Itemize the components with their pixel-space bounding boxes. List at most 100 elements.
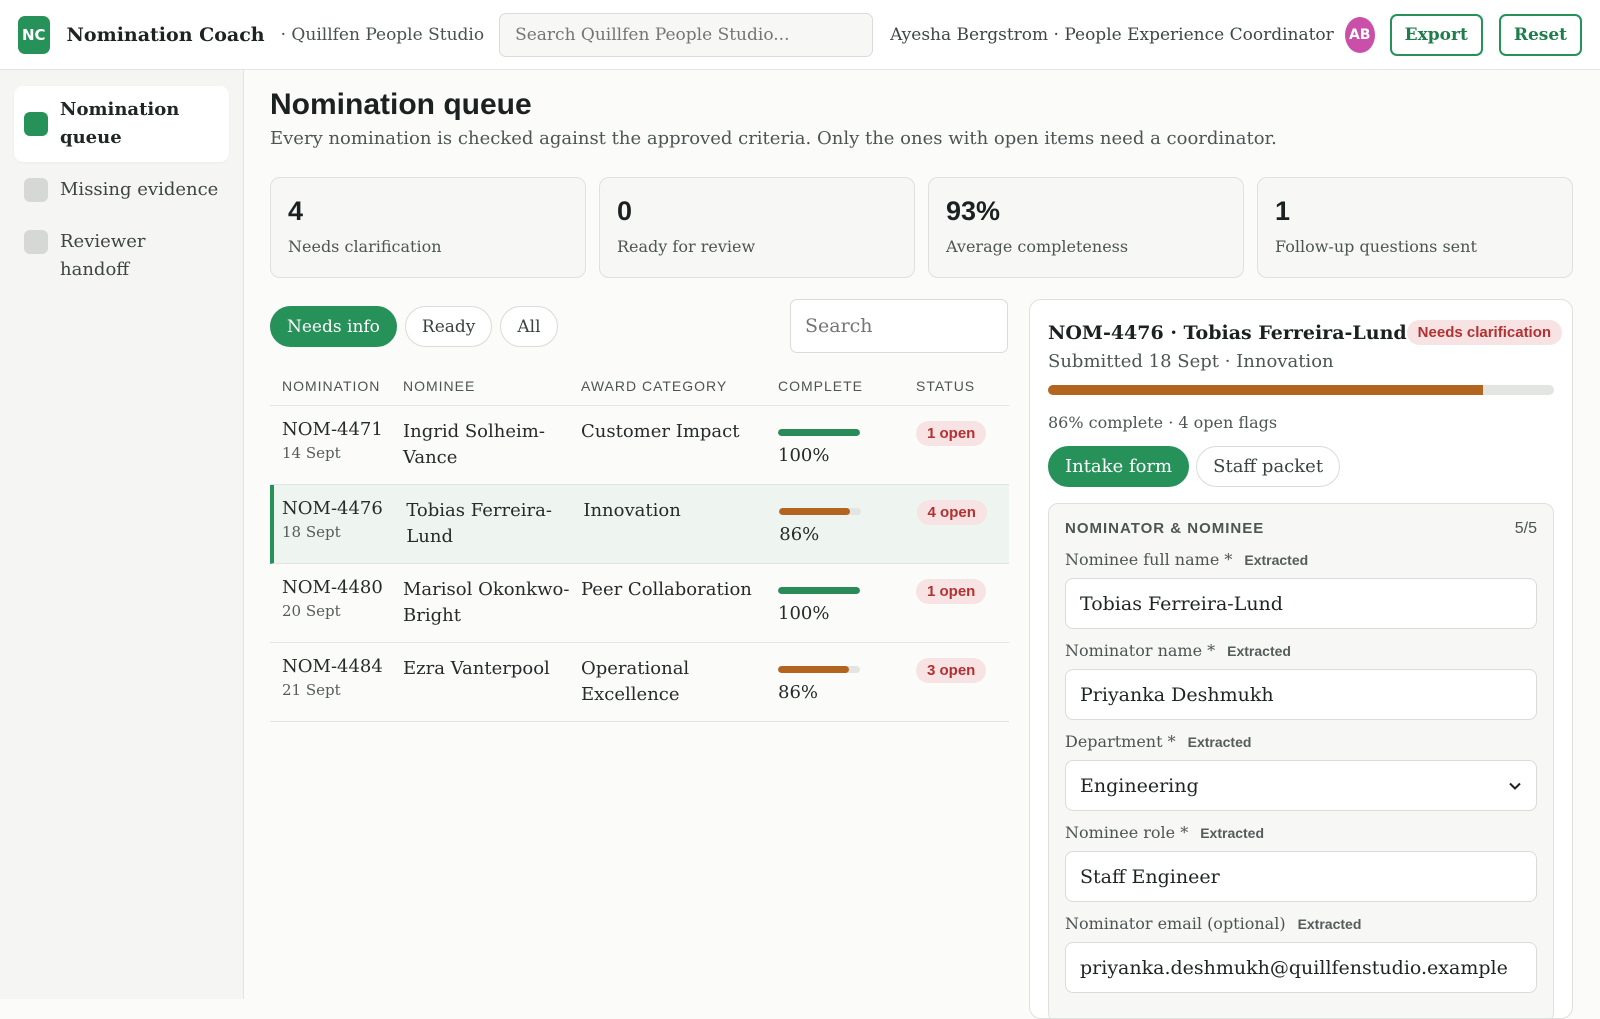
field-nominee-role: Nominee role * Extracted Staff Engineer: [1065, 823, 1537, 902]
stat-value: 1: [1275, 196, 1291, 226]
sidebar-item-label: Missing evidence: [60, 179, 219, 200]
completeness-percent: 86%: [778, 682, 819, 703]
detail-progress-bar: [1048, 385, 1554, 395]
top-bar: NC Nomination Coach · Quillfen People St…: [0, 0, 1600, 70]
nominator-email-input[interactable]: priyanka.deshmukh@quillfenstudio.example: [1065, 942, 1537, 993]
nominee-role-input[interactable]: Staff Engineer: [1065, 851, 1537, 902]
field-nominee-name: Nominee full name * Extracted Tobias Ferr…: [1065, 550, 1537, 629]
detail-progress-fill: [1048, 385, 1484, 395]
nav-dot-icon: [24, 112, 48, 136]
column-header-nominee[interactable]: Nominee: [403, 377, 476, 394]
completeness-bar: [778, 666, 860, 673]
completeness-percent: 100%: [778, 603, 830, 624]
status-badge: 1 open: [916, 421, 987, 446]
user-info: Ayesha Bergstrom · People Experience Coo…: [890, 24, 1334, 45]
completeness-fill: [778, 587, 860, 594]
nav-dot-icon: [24, 230, 48, 254]
table-row[interactable]: NOM-4476 18 Sept Tobias Ferreira-Lund Inn…: [270, 485, 1009, 564]
stat-card: 4 Needs clarification: [270, 177, 586, 278]
export-button[interactable]: Export: [1389, 13, 1483, 56]
filter-ready[interactable]: Ready: [404, 306, 493, 347]
award-category: Innovation: [583, 500, 681, 521]
field-department: Department * Extracted Engineering: [1065, 732, 1537, 811]
status-badge: 1 open: [916, 579, 987, 604]
stat-label: Average completeness: [946, 237, 1129, 256]
table-row[interactable]: NOM-4480 20 Sept Marisol Okonkwo-Bright P…: [270, 564, 1009, 643]
completeness-bar: [778, 429, 860, 436]
org-name: · Quillfen People Studio: [280, 24, 485, 45]
column-header-complete[interactable]: Complete: [778, 377, 864, 394]
tab-intake-form[interactable]: Intake form: [1048, 446, 1190, 487]
app-logo[interactable]: NC: [18, 15, 50, 54]
nominee-name-input[interactable]: Tobias Ferreira-Lund: [1065, 578, 1537, 629]
completeness-bar: [779, 508, 862, 515]
sidebar-item-missing-evidence[interactable]: Missing evidence: [14, 166, 229, 214]
field-label: Nominator email (optional): [1065, 914, 1286, 933]
field-label: Nominee role *: [1065, 823, 1189, 842]
nominations-table: Nomination Nominee Award category Comple…: [270, 366, 1009, 722]
table-row[interactable]: NOM-4471 14 Sept Ingrid Solheim-Vance Cus…: [270, 406, 1009, 485]
status-badge: 3 open: [916, 658, 987, 683]
extracted-tag: Extracted: [1187, 734, 1252, 750]
filter-needs-info[interactable]: Needs info: [270, 306, 397, 347]
nominator-nominee-section: Nominator & nominee 5/5 Nominee full nam…: [1048, 503, 1554, 1018]
page-title: Nomination queue: [270, 88, 532, 121]
stat-card: 1 Follow-up questions sent: [1257, 177, 1573, 278]
award-category: Peer Collaboration: [581, 579, 752, 600]
nomination-date: 18 Sept: [282, 523, 341, 541]
field-label: Department *: [1065, 732, 1176, 751]
table-row[interactable]: NOM-4484 21 Sept Ezra Vanterpool Operatio…: [270, 643, 1009, 722]
table-header: Nomination Nominee Award category Comple…: [270, 366, 1009, 406]
column-header-nomination[interactable]: Nomination: [282, 377, 381, 394]
nomination-id: NOM-4476: [282, 498, 383, 519]
field-label: Nominee full name *: [1065, 550, 1233, 569]
nomination-id: NOM-4471: [282, 419, 383, 440]
sidebar-item-nomination-queue[interactable]: Nomination queue: [14, 86, 229, 162]
list-search[interactable]: [790, 299, 1008, 353]
nominator-name-input[interactable]: Priyanka Deshmukh: [1065, 669, 1537, 720]
stat-value: 93%: [946, 196, 1001, 226]
filter-pills: Needs info Ready All: [270, 306, 558, 347]
stat-label: Ready for review: [617, 237, 756, 256]
department-value: Engineering: [1080, 774, 1199, 797]
list-search-input[interactable]: [805, 315, 993, 337]
sidebar-item-label: Nomination queue: [60, 99, 180, 148]
extracted-tag: Extracted: [1227, 643, 1291, 659]
filter-all[interactable]: All: [500, 306, 558, 347]
tab-staff-packet[interactable]: Staff packet: [1196, 446, 1341, 487]
reset-button[interactable]: Reset: [1498, 13, 1582, 56]
stat-value: 0: [617, 196, 633, 226]
column-header-status[interactable]: Status: [916, 377, 976, 394]
extracted-tag: Extracted: [1297, 916, 1362, 932]
app-title: Nomination Coach: [66, 23, 265, 46]
avatar[interactable]: AB: [1344, 16, 1375, 53]
nominee-name: Tobias Ferreira-Lund: [406, 500, 552, 547]
field-nominator-name: Nominator name * Extracted Priyanka Deshm…: [1065, 641, 1537, 720]
field-nominator-email: Nominator email (optional) Extracted priy…: [1065, 914, 1537, 993]
sidebar-item-reviewer-handoff[interactable]: Reviewer handoff: [14, 218, 229, 294]
nominee-name: Marisol Okonkwo-Bright: [403, 579, 570, 626]
stat-card: 93% Average completeness: [928, 177, 1244, 278]
nominee-name: Ingrid Solheim-Vance: [403, 421, 545, 468]
global-search[interactable]: [499, 12, 874, 57]
completeness-fill: [778, 666, 849, 673]
extracted-tag: Extracted: [1200, 825, 1265, 841]
nomination-date: 20 Sept: [282, 602, 341, 620]
award-category: Customer Impact: [581, 421, 740, 442]
column-header-category[interactable]: Award category: [581, 377, 728, 394]
completeness-fill: [778, 429, 860, 436]
sidebar: Nomination queue Missing evidence Review…: [0, 70, 244, 999]
global-search-input[interactable]: [515, 24, 858, 45]
field-label: Nominator name *: [1065, 641, 1216, 660]
detail-title: NOM-4476 · Tobias Ferreira-Lund: [1048, 321, 1407, 344]
nomination-id: NOM-4480: [282, 577, 383, 598]
completeness-bar: [778, 587, 860, 594]
detail-subtitle: Submitted 18 Sept · Innovation: [1048, 351, 1334, 372]
completeness-percent: 100%: [778, 445, 830, 466]
department-select[interactable]: Engineering: [1065, 760, 1537, 811]
detail-meta: 86% complete · 4 open flags: [1048, 413, 1278, 432]
completeness-fill: [779, 508, 850, 515]
stat-card: 0 Ready for review: [599, 177, 915, 278]
section-count: 5/5: [1514, 520, 1537, 537]
section-title: Nominator & nominee: [1065, 520, 1265, 537]
